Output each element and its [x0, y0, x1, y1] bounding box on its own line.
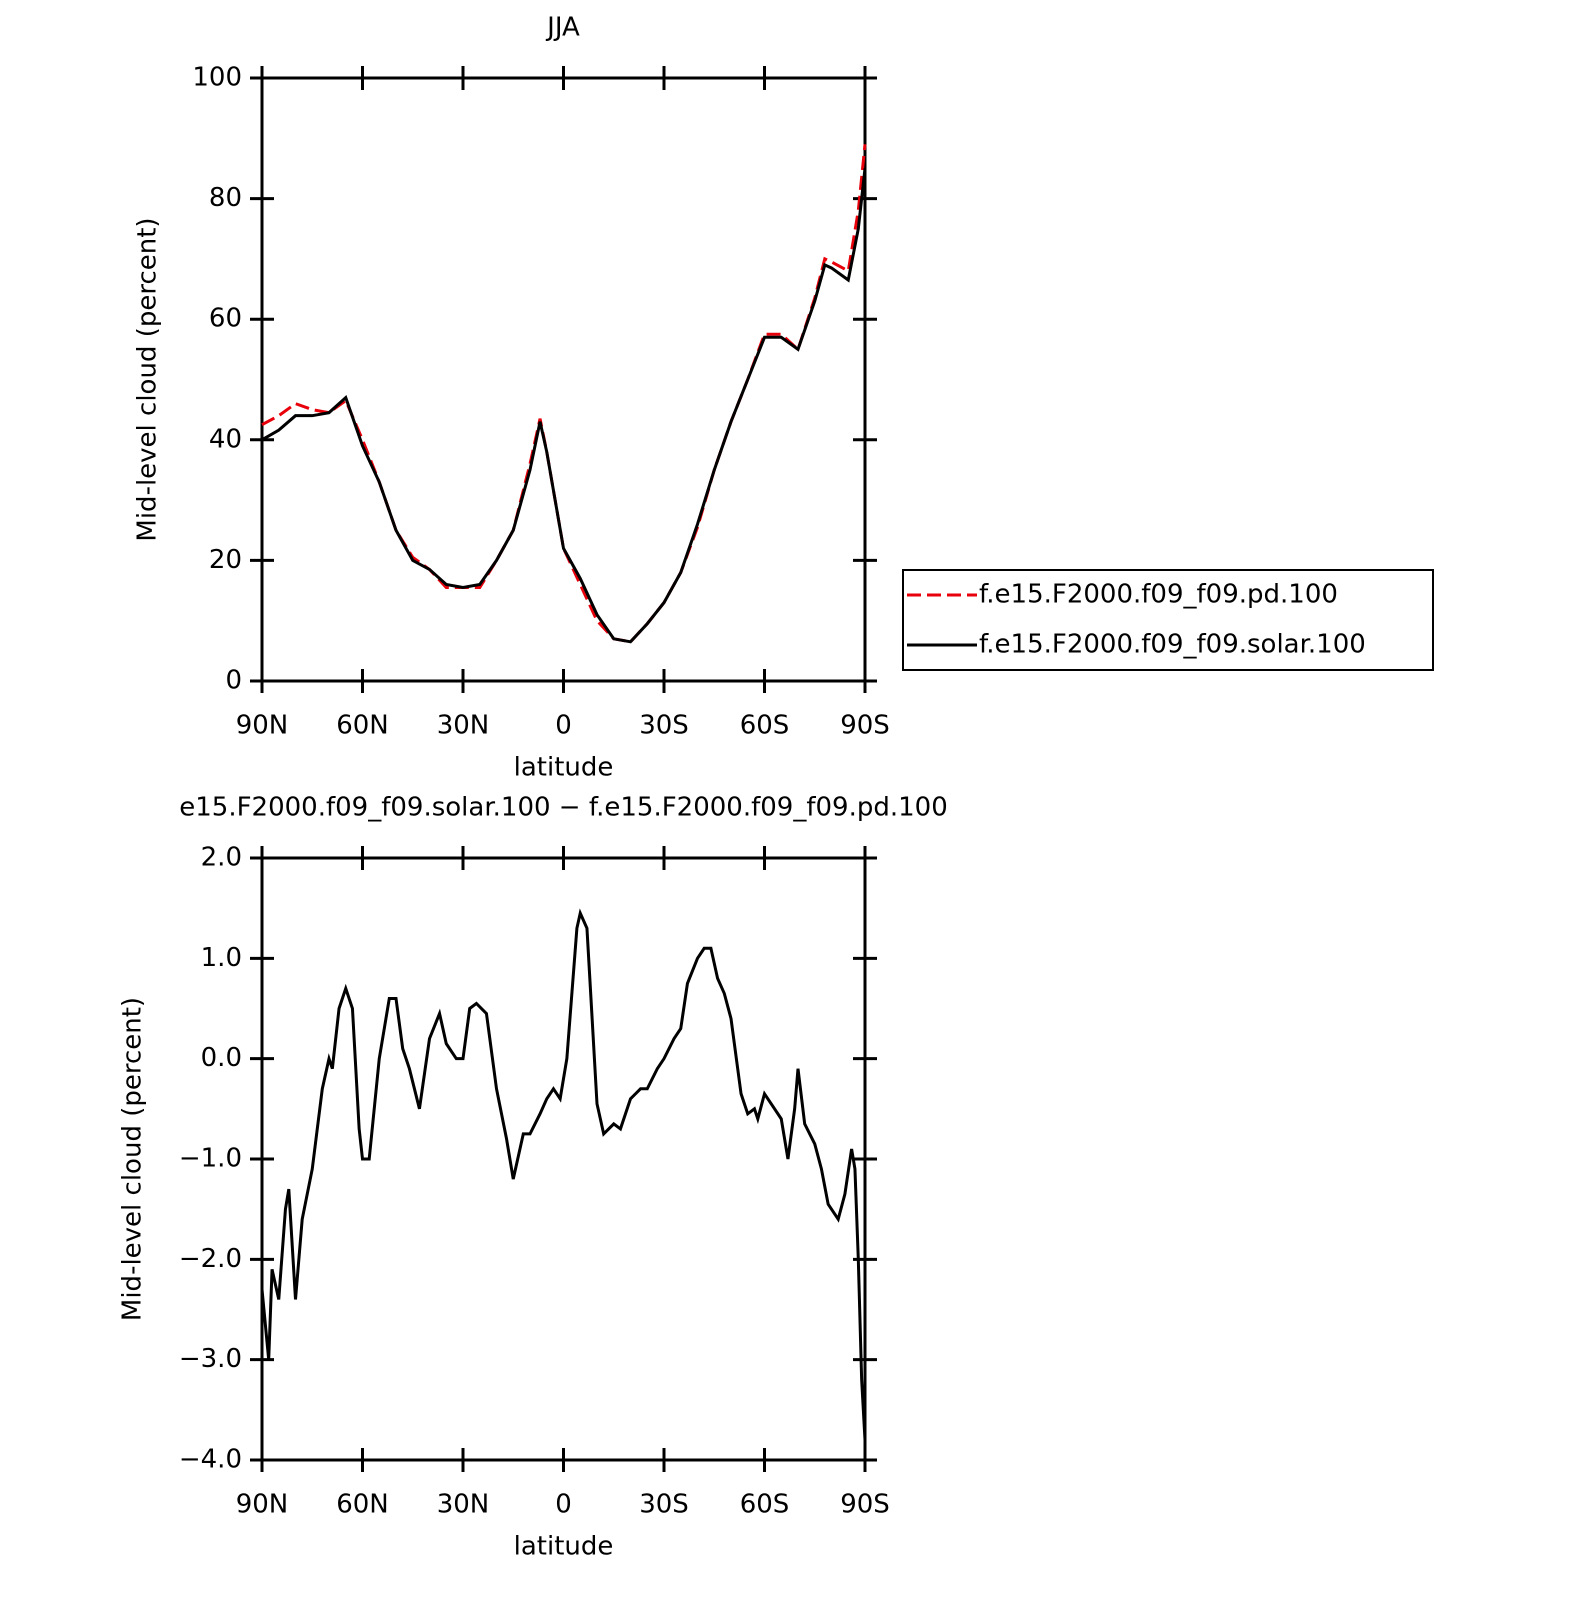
x-axis-label: latitude [514, 753, 614, 783]
y-tick-label: 0 [225, 666, 242, 696]
x-tick-label: 30N [437, 711, 490, 741]
y-tick-label: 2.0 [201, 843, 242, 873]
x-tick-label: 60S [740, 711, 790, 741]
legend-label: f.e15.F2000.f09_f09.solar.100 [979, 630, 1366, 660]
y-tick-label: 100 [192, 63, 242, 93]
x-tick-label: 90N [236, 711, 289, 741]
chart-title: JJA [545, 13, 580, 43]
x-tick-label: 90S [840, 711, 890, 741]
y-tick-label: −1.0 [179, 1144, 242, 1174]
x-tick-label: 0 [555, 1490, 572, 1520]
plot-frame [260, 856, 867, 1462]
legend-box [902, 569, 1434, 671]
y-tick-label: 20 [209, 545, 242, 575]
y-tick-label: −3.0 [179, 1344, 242, 1374]
y-axis-label: Mid-level cloud (percent) [118, 997, 148, 1321]
legend-label: f.e15.F2000.f09_f09.pd.100 [979, 580, 1338, 610]
x-tick-label: 60N [336, 711, 389, 741]
y-tick-label: 0.0 [201, 1043, 242, 1073]
x-tick-label: 30S [639, 711, 689, 741]
data-line [260, 908, 867, 1441]
x-tick-label: 60N [336, 1490, 389, 1520]
y-tick-label: 1.0 [201, 943, 242, 973]
y-tick-label: 40 [209, 424, 242, 454]
data-line [261, 168, 867, 644]
x-tick-label: 60S [740, 1490, 790, 1520]
x-tick-label: 90S [840, 1490, 890, 1520]
x-tick-label: 30S [639, 1490, 689, 1520]
chart-title: e15.F2000.f09_f09.solar.100 − f.e15.F200… [179, 793, 948, 823]
x-axis-label: latitude [514, 1532, 614, 1562]
plot-frame [260, 76, 867, 683]
x-tick-label: 30N [437, 1490, 490, 1520]
data-line [261, 144, 867, 644]
y-tick-label: −4.0 [179, 1445, 242, 1475]
y-tick-label: 80 [209, 183, 242, 213]
x-tick-label: 0 [555, 711, 572, 741]
x-tick-label: 90N [236, 1490, 289, 1520]
y-axis-label: Mid-level cloud (percent) [133, 217, 163, 541]
y-tick-label: 60 [209, 304, 242, 334]
y-tick-label: −2.0 [179, 1244, 242, 1274]
